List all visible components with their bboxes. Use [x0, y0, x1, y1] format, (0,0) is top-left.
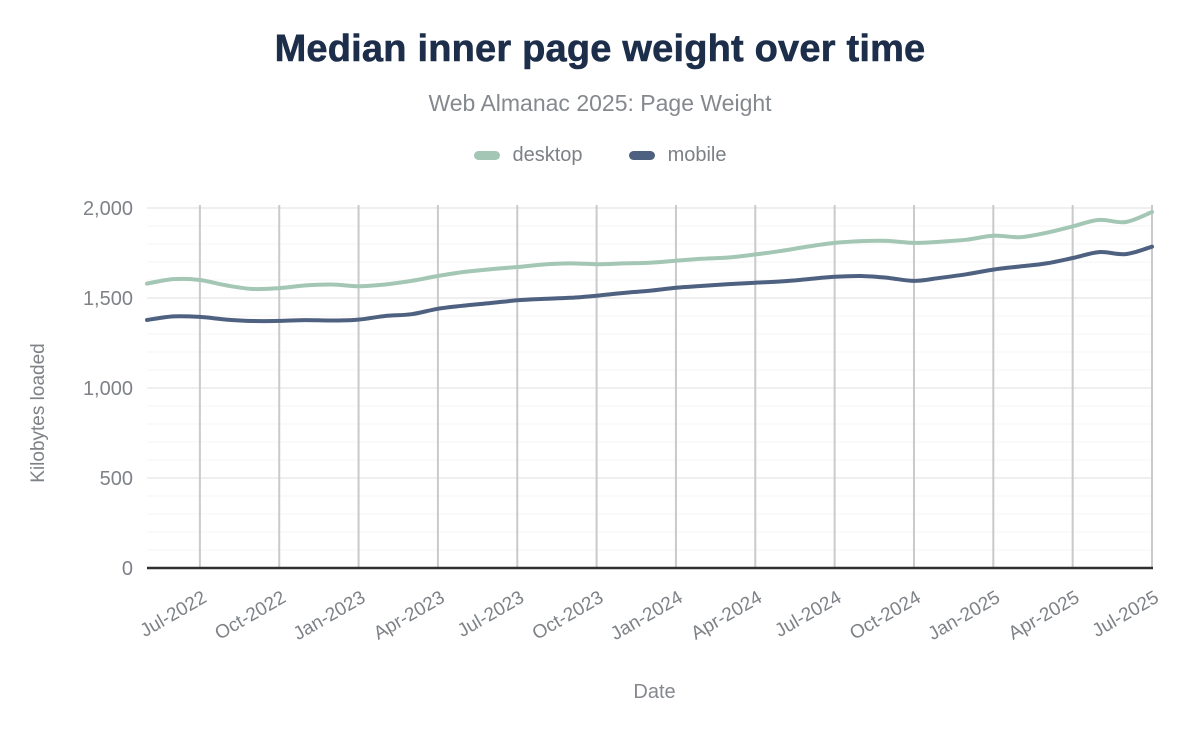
- series-line-mobile[interactable]: [145, 244, 1154, 324]
- legend-label-mobile: mobile: [667, 144, 727, 166]
- x-axis-title: Date: [633, 681, 675, 703]
- x-tick-label-Jul-2022: Jul-2022: [137, 587, 211, 642]
- x-tick-label-Jul-2025: Jul-2025: [1089, 587, 1163, 642]
- y-tick-label-2000: 2,000: [83, 198, 133, 220]
- y-tick-label-1000: 1,000: [83, 378, 133, 400]
- y-axis-title: Kilobytes loaded: [28, 343, 49, 482]
- x-tick-label-Jan-2023: Jan-2023: [290, 587, 369, 645]
- legend-label-desktop: desktop: [512, 144, 583, 166]
- legend-item-desktop[interactable]: desktop: [473, 144, 583, 167]
- y-tick-label-500: 500: [100, 468, 133, 490]
- legend-item-mobile[interactable]: mobile: [628, 144, 727, 167]
- x-tick-label-Jul-2023: Jul-2023: [454, 587, 528, 642]
- desktop-swatch-icon: [473, 151, 500, 160]
- x-tick-label-Jan-2024: Jan-2024: [607, 587, 686, 645]
- y-tick-label-1500: 1,500: [83, 288, 133, 310]
- x-tick-label-Apr-2024: Apr-2024: [688, 587, 767, 644]
- mobile-swatch-icon: [628, 151, 655, 160]
- x-tick-label-Oct-2024: Oct-2024: [846, 587, 925, 644]
- x-tick-label-Jan-2025: Jan-2025: [925, 587, 1004, 645]
- series-line-desktop[interactable]: [145, 210, 1154, 292]
- y-tick-label-0: 0: [122, 558, 133, 580]
- legend: desktop mobile: [0, 144, 1200, 167]
- chart-title: Median inner page weight over time: [274, 28, 926, 71]
- x-tick-label-Oct-2023: Oct-2023: [529, 587, 607, 644]
- x-tick-label-Oct-2022: Oct-2022: [212, 587, 290, 644]
- chart-subtitle: Web Almanac 2025: Page Weight: [428, 90, 772, 116]
- x-tick-label-Jul-2024: Jul-2024: [771, 587, 845, 642]
- x-tick-label-Apr-2023: Apr-2023: [370, 587, 448, 644]
- x-tick-label-Apr-2025: Apr-2025: [1005, 587, 1083, 644]
